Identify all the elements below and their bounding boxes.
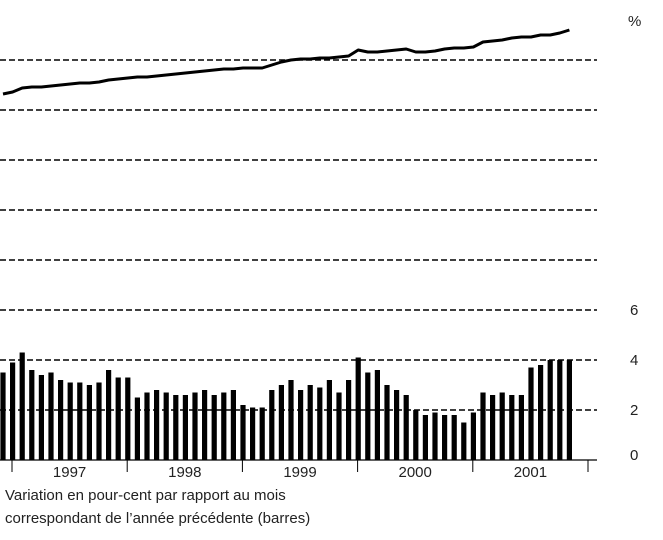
bar bbox=[432, 412, 438, 460]
unit-label: % bbox=[628, 13, 641, 30]
bar bbox=[451, 415, 457, 460]
bar bbox=[38, 375, 44, 460]
line bbox=[2, 28, 570, 96]
bar bbox=[230, 390, 236, 460]
bar bbox=[182, 395, 188, 460]
bar bbox=[509, 395, 515, 460]
bar bbox=[96, 382, 102, 460]
bar bbox=[48, 372, 54, 460]
x-tick-label: 1998 bbox=[168, 464, 201, 481]
bar bbox=[499, 392, 505, 460]
caption-line: correspondant de l’année précédente (bar… bbox=[5, 510, 310, 527]
bar bbox=[250, 407, 256, 460]
bar bbox=[192, 392, 198, 460]
bar bbox=[211, 395, 217, 460]
bar bbox=[77, 382, 83, 460]
bar bbox=[365, 372, 371, 460]
bar bbox=[538, 365, 544, 460]
x-tick-label: 2001 bbox=[514, 464, 547, 481]
bar bbox=[566, 360, 572, 460]
caption-line: Variation en pour-cent par rapport au mo… bbox=[5, 487, 286, 504]
bar bbox=[288, 380, 294, 460]
bar bbox=[480, 392, 486, 460]
bar bbox=[269, 390, 275, 460]
bar bbox=[394, 390, 400, 460]
bar bbox=[326, 380, 332, 460]
bar bbox=[547, 360, 553, 460]
bar bbox=[374, 370, 380, 460]
bar bbox=[346, 380, 352, 460]
bar bbox=[298, 390, 304, 460]
y-tick-label: 0 bbox=[630, 447, 638, 464]
bar bbox=[29, 370, 35, 460]
bar bbox=[413, 410, 419, 460]
bar bbox=[115, 377, 121, 460]
y-tick-label: 4 bbox=[630, 352, 638, 369]
bar bbox=[154, 390, 160, 460]
bar bbox=[10, 362, 16, 460]
bar bbox=[384, 385, 390, 460]
y-tick-label: 2 bbox=[630, 402, 638, 419]
bar bbox=[202, 390, 208, 460]
bar bbox=[518, 395, 524, 460]
bar bbox=[67, 382, 73, 460]
bar bbox=[336, 392, 342, 460]
x-tick-label: 1997 bbox=[53, 464, 86, 481]
bar bbox=[403, 395, 409, 460]
bar bbox=[86, 385, 92, 460]
x-tick-label: 2000 bbox=[399, 464, 432, 481]
x-tick-label: 1999 bbox=[283, 464, 316, 481]
bar bbox=[470, 412, 476, 460]
bar bbox=[221, 392, 227, 460]
bar bbox=[134, 397, 140, 460]
bar bbox=[163, 392, 169, 460]
bar bbox=[442, 415, 448, 460]
y-tick-label: 6 bbox=[630, 302, 638, 319]
bar bbox=[240, 405, 246, 460]
bar bbox=[557, 360, 563, 460]
bar bbox=[317, 387, 323, 460]
bar bbox=[144, 392, 150, 460]
bar bbox=[173, 395, 179, 460]
bar bbox=[422, 415, 428, 460]
bar bbox=[461, 422, 467, 460]
bar bbox=[490, 395, 496, 460]
bar bbox=[0, 372, 6, 460]
bar bbox=[125, 377, 131, 460]
bar bbox=[355, 357, 361, 460]
bar bbox=[307, 385, 313, 460]
bar bbox=[58, 380, 64, 460]
bar bbox=[19, 352, 25, 460]
bar bbox=[106, 370, 112, 460]
bar bbox=[278, 385, 284, 460]
bar bbox=[259, 407, 265, 460]
bar bbox=[528, 367, 534, 460]
